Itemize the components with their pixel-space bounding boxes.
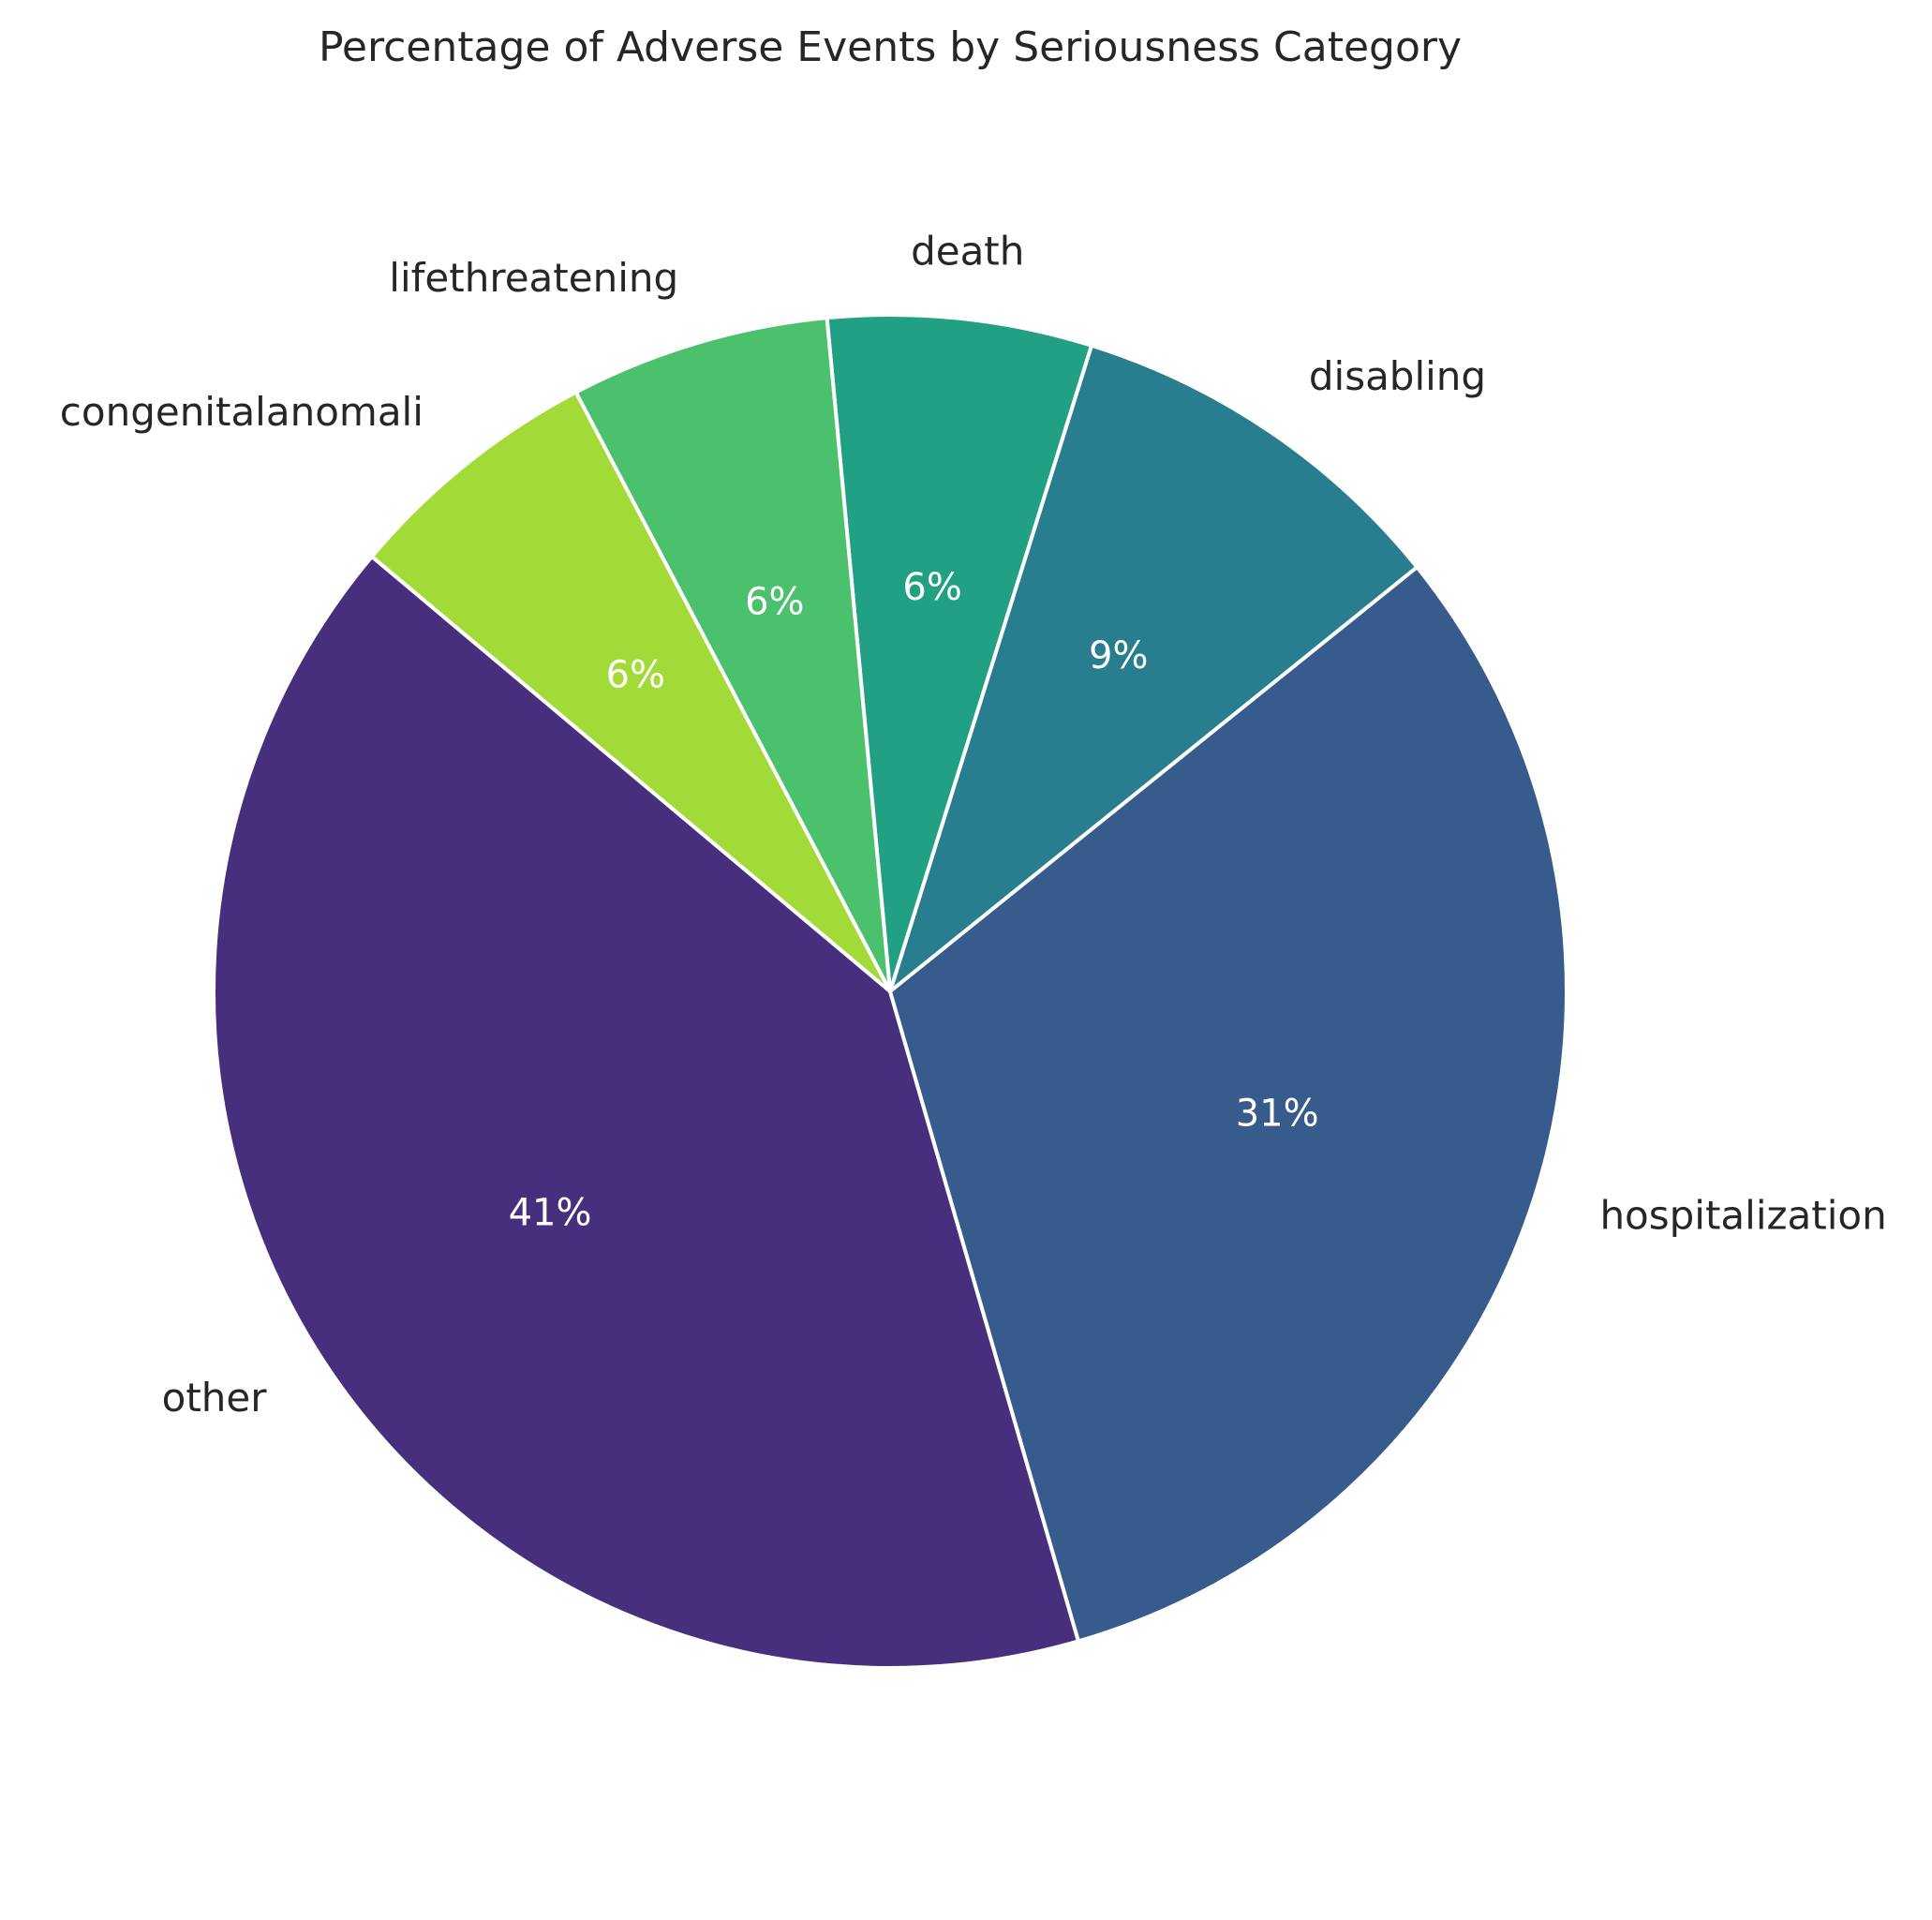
pie-slice-disabling [888, 343, 1419, 993]
chart-title: Percentage of Adverse Events by Seriousn… [319, 23, 1462, 71]
pie-slice-other [212, 554, 1080, 1670]
pie-slice-lifethreatening [573, 316, 892, 993]
slice-category-label: lifethreatening [389, 255, 678, 301]
slice-category-label: disabling [1309, 353, 1486, 399]
pie-slice-death [825, 313, 1093, 993]
slice-percent-label: 6% [745, 581, 804, 624]
pie-slices [212, 313, 1569, 1670]
slice-percent-label: 31% [1236, 1092, 1319, 1135]
slice-percent-label: 41% [509, 1191, 592, 1234]
pie-slice-congenitalanomali [369, 390, 892, 993]
pie-slice-hospitalization [888, 565, 1569, 1644]
slice-category-label: other [162, 1375, 268, 1421]
slice-percent-label: 9% [1089, 634, 1148, 677]
slice-category-label: hospitalization [1599, 1192, 1886, 1238]
slice-percent-label: 6% [606, 654, 665, 697]
pie-labels: 41% other 31% hospitalization 9% disabling 6% d… [60, 229, 1887, 1421]
slice-percent-label: 6% [902, 566, 961, 609]
slice-category-label: death [911, 229, 1024, 275]
slice-category-label: congenitalanomali [60, 389, 424, 435]
